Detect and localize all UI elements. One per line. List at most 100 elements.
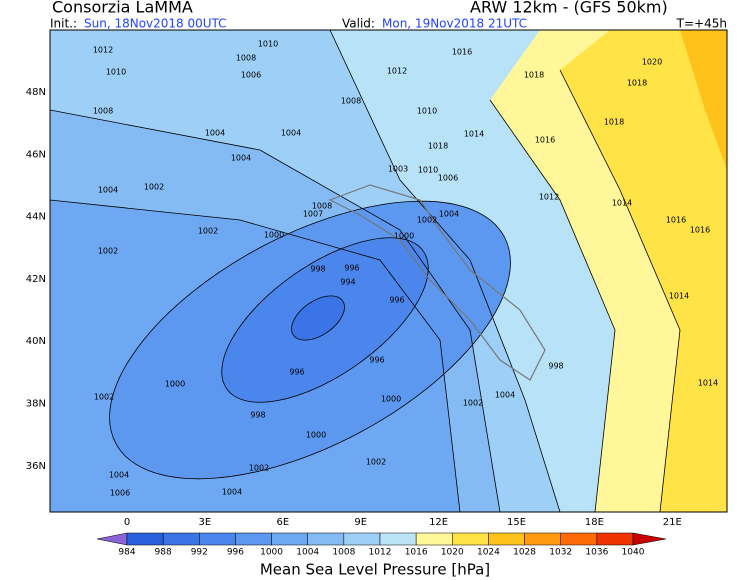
init-label: Init.: (50, 17, 77, 31)
isobar-label: 1012 (539, 193, 559, 202)
valid-label: Valid: (342, 17, 375, 31)
lon-label: 6E (276, 517, 289, 528)
isobar-label: 1004 (98, 186, 118, 195)
model-title: ARW 12km - (GFS 50km) (470, 0, 668, 17)
colorbar-bin (596, 532, 634, 546)
colorbar-label: 1032 (549, 548, 572, 558)
colorbar-bin (560, 532, 598, 546)
colorbar-extend-high (632, 532, 667, 546)
isobar-label: 1000 (381, 395, 401, 404)
lat-label: 36N (26, 461, 46, 472)
isobar-label: 1018 (428, 142, 448, 151)
lon-label: 9E (354, 517, 367, 528)
isobar-label: 1018 (604, 118, 624, 127)
isobar-label: 1016 (535, 136, 555, 145)
isobar-label: 1010 (106, 68, 126, 77)
isobar-label: 1004 (205, 129, 225, 138)
isobar-label: 1010 (418, 166, 438, 175)
colorbar-bin (235, 532, 272, 546)
isobar-label: 1002 (249, 464, 269, 473)
isobar-label: 998 (548, 362, 563, 371)
colorbar-label: 1020 (441, 548, 464, 558)
isobar-label: 1016 (690, 226, 710, 235)
isobar-label: 1007 (303, 210, 323, 219)
isobar-label: 1018 (524, 71, 544, 80)
isobar-label: 1014 (612, 199, 632, 208)
lon-label: 3E (199, 517, 212, 528)
isobar-label: 1004 (109, 471, 129, 480)
pressure-field (50, 30, 727, 512)
lon-label: 21E (663, 517, 682, 528)
isobar-label: 1000 (264, 231, 284, 240)
isobar-label: 1008 (312, 202, 332, 211)
isobar-label: 1008 (236, 54, 256, 63)
source-title: Consorzia LaMMA (52, 0, 193, 17)
isobar-label: 1014 (698, 379, 718, 388)
init-time: Sun, 18Nov2018 00UTC (84, 17, 227, 31)
colorbar-bin (199, 532, 236, 546)
colorbar-extend-low (96, 532, 128, 546)
isobar-label: 1003 (388, 165, 408, 174)
isobar-label: 1002 (417, 216, 437, 225)
isobar-label: 1004 (495, 391, 515, 400)
isobar-label: 1000 (306, 431, 326, 440)
colorbar-label: 1008 (332, 548, 355, 558)
header: Consorzia LaMMA ARW 12km - (GFS 50km) In… (50, 0, 727, 31)
colorbar-label: 1040 (622, 548, 645, 558)
isobar-label: 1006 (438, 174, 458, 183)
lat-label: 44N (26, 212, 46, 223)
isobar-label: 1012 (93, 46, 113, 55)
colorbar-title: Mean Sea Level Pressure [hPa] (260, 561, 490, 579)
isobar-label: 1018 (627, 79, 647, 88)
isobar-label: 996 (289, 368, 304, 377)
colorbar-bin (488, 532, 525, 546)
colorbar-label: 1000 (260, 548, 283, 558)
colorbar-bin (452, 532, 489, 546)
colorbar-label: 1036 (585, 548, 608, 558)
lon-label: 15E (507, 517, 526, 528)
isobar-label: 1002 (144, 183, 164, 192)
lon-label: 12E (429, 517, 448, 528)
isobar-label: 998 (310, 265, 325, 274)
isobar-label: 1014 (669, 292, 689, 301)
isobar-label: 1016 (452, 48, 472, 57)
isobar-label: 1010 (417, 107, 437, 116)
colorbar-label: 988 (155, 548, 172, 558)
isobar-label: 996 (389, 296, 404, 305)
isobar-label: 1002 (94, 393, 114, 402)
isobar-label: 1002 (98, 247, 118, 256)
colorbar-label: 1024 (477, 548, 500, 558)
isobar-label: 996 (369, 356, 384, 365)
colorbar-label: 992 (191, 548, 208, 558)
lon-label: 0 (124, 517, 130, 528)
colorbar-bin (415, 532, 453, 546)
lat-label: 42N (26, 274, 46, 285)
isobar-label: 1008 (93, 107, 113, 116)
colorbar-label: 984 (118, 548, 135, 558)
isobar-label: 1012 (387, 67, 407, 76)
colorbar-bin (343, 532, 381, 546)
colorbar-bin (126, 532, 164, 546)
colorbar-bin (379, 532, 417, 546)
isobar-label: 1002 (198, 227, 218, 236)
colorbar: 984 988 992 996 1000 1004 1008 1012 1016 1020 1024… (96, 532, 667, 558)
lat-label: 48N (26, 87, 46, 98)
isobar-label: 1002 (366, 458, 386, 467)
colorbar-label: 1012 (369, 548, 392, 558)
isobar-label: 1004 (222, 488, 242, 497)
graticule-labels: 0 3E 6E 9E 12E 15E 18E 21E 48N 46N 44N 42N 40N 38N 36N (26, 87, 682, 528)
lat-label: 40N (26, 336, 46, 347)
isobar-label: 1020 (642, 58, 662, 67)
colorbar-bin (162, 532, 200, 546)
colorbar-label: 996 (227, 548, 244, 558)
valid-time: Mon, 19Nov2018 21UTC (382, 17, 527, 31)
lon-label: 18E (585, 517, 604, 528)
isobar-label: 998 (250, 411, 265, 420)
isobar-label: 1000 (165, 380, 185, 389)
colorbar-label: 1028 (513, 548, 536, 558)
map-frame (49, 29, 728, 513)
isobar-label: 1000 (394, 232, 414, 241)
isobar-label: 1014 (464, 130, 484, 139)
